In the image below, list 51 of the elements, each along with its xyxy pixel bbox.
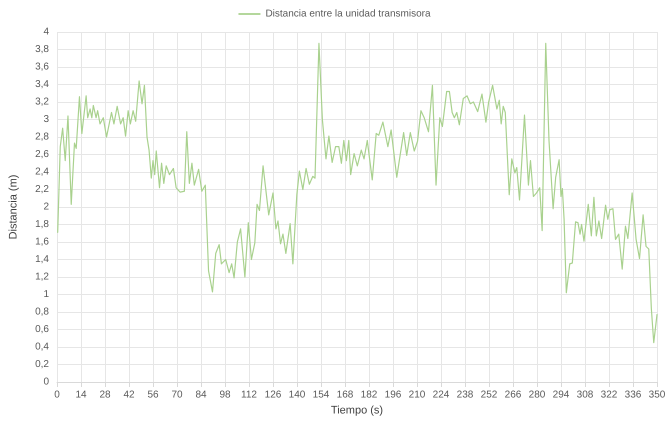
x-tick-label: 56 — [147, 390, 159, 400]
x-tick-label: 140 — [288, 390, 306, 400]
y-tick-label: 0,6 — [35, 324, 50, 335]
y-tick-label: 0 — [43, 376, 50, 388]
y-tick-label: 2,6 — [35, 149, 50, 160]
x-tick-label: 322 — [600, 390, 618, 400]
x-tick-label: 308 — [576, 390, 594, 400]
y-tick-label: 3,8 — [35, 44, 50, 55]
x-tick-label: 28 — [99, 390, 111, 400]
x-tick-label: 210 — [408, 390, 426, 400]
y-tick-label: 0,4 — [35, 342, 50, 352]
x-tick-label: 224 — [432, 390, 450, 400]
y-tick-label: 2,4 — [35, 166, 50, 178]
y-tick-label: 3 — [43, 114, 50, 125]
line-series — [57, 42, 658, 344]
y-tick-label: 0,8 — [35, 306, 50, 318]
x-tick-label: 14 — [75, 390, 87, 400]
x-tick-label: 168 — [336, 390, 354, 400]
y-tick-label: 3,2 — [35, 96, 50, 108]
y-tick-label: 2,2 — [35, 184, 50, 195]
legend-label: Distancia entre la unidad transmisora — [265, 8, 431, 20]
x-tick-label: 182 — [360, 390, 378, 400]
y-tick-label: 3,4 — [35, 79, 50, 90]
y-tick-label: 1,4 — [35, 254, 50, 265]
y-tick-label: 3,6 — [35, 62, 50, 72]
x-tick-label: 252 — [480, 390, 498, 400]
x-tick-label: 70 — [171, 390, 183, 400]
x-tick-label: 126 — [264, 390, 282, 400]
x-tick-label: 42 — [123, 390, 135, 400]
x-tick-label: 196 — [384, 390, 402, 400]
y-axis-title: Distancia (m) — [8, 174, 20, 240]
y-tick-label: 1,8 — [35, 219, 50, 230]
x-tick-label: 112 — [241, 390, 258, 400]
x-tick-label: 350 — [648, 390, 666, 400]
x-tick-label: 98 — [219, 390, 231, 400]
x-tick-label: 154 — [312, 390, 330, 400]
x-tick-label: 238 — [456, 390, 474, 400]
y-tick-label: 1 — [43, 289, 50, 300]
y-tick-label: 1,2 — [35, 272, 50, 282]
y-tick-label: 4 — [43, 26, 50, 38]
x-tick-label: 266 — [504, 390, 522, 400]
x-tick-label: 84 — [195, 390, 207, 400]
x-tick-label: 0 — [54, 390, 60, 400]
x-axis-title: Tiempo (s) — [330, 404, 384, 416]
y-tick-label: 2,8 — [35, 132, 50, 142]
y-tick-label: 2 — [43, 202, 50, 212]
y-tick-label: 0,2 — [35, 359, 50, 370]
x-tick-label: 336 — [624, 390, 642, 400]
y-tick-label: 1,6 — [35, 236, 50, 248]
x-tick-label: 280 — [528, 390, 546, 400]
x-tick-label: 294 — [552, 390, 570, 400]
